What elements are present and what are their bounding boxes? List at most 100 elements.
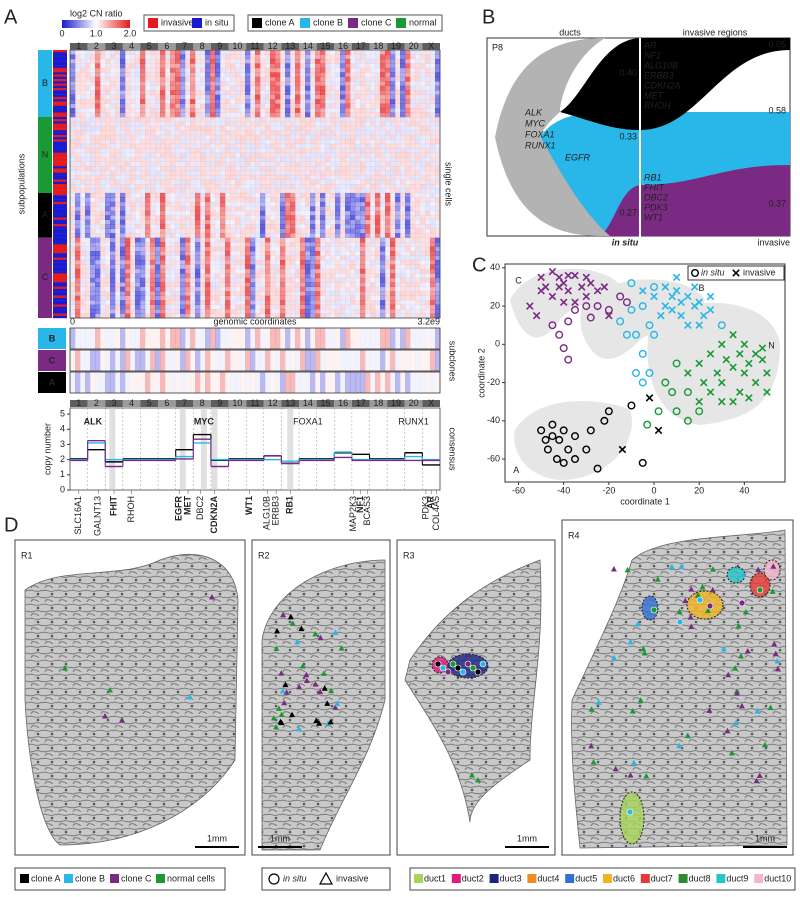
heatmap-cell (215, 309, 221, 314)
heatmap-cell (225, 161, 231, 167)
subclone-cell (150, 328, 156, 349)
heatmap-cell (365, 112, 371, 118)
heatmap-cell (240, 309, 246, 314)
heatmap-cell (120, 255, 126, 261)
heatmap-cell (370, 108, 376, 113)
subpopulation-bar (38, 192, 52, 238)
heatmap-cell (115, 166, 121, 171)
heatmap-cell (435, 117, 441, 122)
heatmap-cell (310, 295, 316, 301)
source-stripe (53, 79, 67, 82)
heatmap-cell (70, 206, 76, 212)
heatmap-cell (315, 300, 321, 305)
heatmap-cell (385, 259, 391, 265)
heatmap-cell (330, 304, 336, 310)
heatmap-cell (160, 291, 166, 296)
subclone-cell (80, 372, 86, 393)
heatmap-cell (360, 291, 366, 296)
heatmap-cell (195, 184, 201, 189)
heatmap-cell (270, 282, 276, 288)
heatmap-cell (340, 219, 346, 225)
heatmap-cell (255, 224, 261, 229)
heatmap-cell (370, 161, 376, 167)
heatmap-cell (195, 90, 201, 95)
heatmap-cell (70, 85, 76, 91)
source-stripe (53, 56, 67, 60)
heatmap-cell (410, 188, 416, 194)
heatmap-cell (175, 251, 181, 256)
heatmap-cell (430, 286, 436, 292)
heatmap-cell (185, 103, 191, 109)
heatmap-cell (325, 291, 331, 296)
heatmap-cell (190, 125, 196, 131)
heatmap-cell (265, 130, 271, 136)
heatmap-cell (175, 282, 181, 288)
heatmap-cell (315, 134, 321, 140)
heatmap-cell (150, 282, 156, 288)
heatmap-cell (120, 117, 126, 122)
heatmap-cell (305, 58, 311, 64)
heatmap-cell (75, 188, 81, 194)
subpopulation-label: B (42, 78, 48, 88)
heatmap-cell (275, 304, 281, 310)
subclone-cell (345, 372, 351, 393)
heatmap-cell (170, 197, 176, 203)
subclone-cell (350, 372, 356, 393)
heatmap-cell (220, 206, 226, 212)
heatmap-cell (280, 219, 286, 225)
heatmap-cell (165, 300, 171, 305)
heatmap-cell (340, 179, 346, 185)
heatmap-cell (310, 166, 316, 171)
heatmap-cell (345, 251, 351, 256)
heatmap-cell (210, 130, 216, 136)
heatmap-cell (255, 309, 261, 314)
heatmap-cell (100, 103, 106, 109)
heatmap-cell (100, 85, 106, 91)
heatmap-cell (405, 233, 411, 238)
heatmap-cell (350, 309, 356, 314)
heatmap-cell (75, 152, 81, 158)
heatmap-cell (355, 121, 361, 127)
heatmap-cell (375, 179, 381, 185)
heatmap-cell (280, 148, 286, 154)
heatmap-cell (130, 175, 136, 180)
heatmap-cell (375, 242, 381, 247)
heatmap-cell (250, 152, 256, 158)
heatmap-cell (205, 103, 211, 109)
heatmap-cell (185, 125, 191, 131)
source-stripe (53, 52, 67, 55)
heatmap-cell (235, 143, 241, 149)
heatmap-cell (175, 72, 181, 78)
heatmap-cell (415, 184, 421, 189)
heatmap-cell (155, 161, 161, 167)
heatmap-cell (325, 81, 331, 87)
heatmap-cell (210, 228, 216, 234)
subclone-cell (85, 328, 91, 349)
heatmap-cell (105, 291, 111, 296)
heatmap-cell (70, 219, 76, 225)
heatmap-cell (330, 264, 336, 270)
heatmap-cell (100, 251, 106, 256)
heatmap-cell (140, 117, 146, 122)
heatmap-cell (180, 246, 186, 252)
heatmap-cell (105, 233, 111, 238)
heatmap-cell (205, 184, 211, 189)
heatmap-cell (100, 94, 106, 100)
heatmap-cell (325, 259, 331, 265)
heatmap-cell (335, 291, 341, 296)
heatmap-cell (200, 125, 206, 131)
heatmap-cell (220, 148, 226, 154)
heatmap-cell (160, 134, 166, 140)
heatmap-cell (280, 161, 286, 167)
heatmap-cell (130, 99, 136, 104)
heatmap-cell (110, 206, 116, 212)
heatmap-cell (215, 148, 221, 154)
heatmap-cell (120, 90, 126, 95)
heatmap-cell (175, 242, 181, 247)
heatmap-cell (200, 81, 206, 87)
heatmap-cell (95, 63, 101, 69)
chromosome-label: 20 (409, 398, 419, 408)
heatmap-cell (105, 90, 111, 95)
heatmap-cell (175, 188, 181, 194)
heatmap-cell (420, 90, 426, 95)
